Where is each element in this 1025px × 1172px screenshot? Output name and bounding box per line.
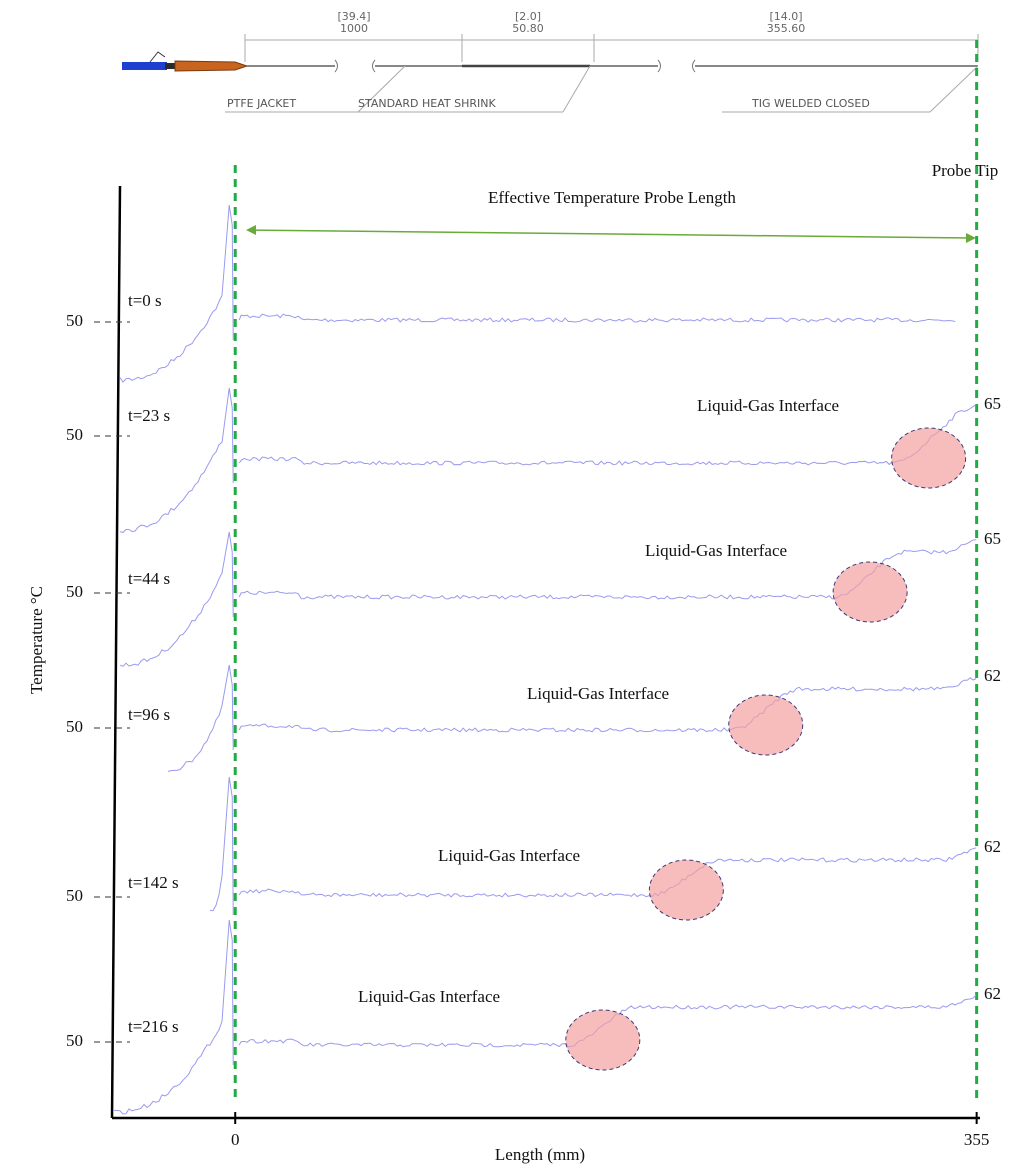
interface-label: Liquid-Gas Interface [358,987,500,1006]
y-axis [112,186,120,1118]
trace [120,205,955,382]
interface-marker [892,428,966,488]
y-tick-label: 50 [66,425,83,444]
part-label: TIG WELDED CLOSED [751,97,870,110]
interface-marker [566,1010,640,1070]
annotation: Effective Temperature Probe Length [488,188,736,207]
time-label: t=216 s [128,1017,179,1036]
y-tick-label: 50 [66,886,83,905]
probe-drawing: [39.4] 1000 [2.0] 50.80 [14.0] 355.60 PT… [122,10,978,112]
time-label: t=23 s [128,406,170,425]
end-value-label: 65 [984,394,1001,413]
figure: [39.4] 1000 [2.0] 50.80 [14.0] 355.60 PT… [0,0,1025,1167]
length-arrow [246,225,976,243]
interface-label: Liquid-Gas Interface [527,684,669,703]
x-tick-label: 0 [231,1130,240,1149]
dim-bottom: 50.80 [512,22,544,35]
time-label: t=142 s [128,873,179,892]
trace [168,665,976,772]
interface-marker [833,562,907,622]
x-axis-label: Length (mm) [495,1145,585,1164]
part-label: STANDARD HEAT SHRINK [358,97,496,110]
dim-bottom: 355.60 [767,22,806,35]
end-value-label: 62 [984,984,1001,1003]
time-label: t=44 s [128,569,170,588]
end-value-label: 65 [984,529,1001,548]
y-tick-label: 50 [66,311,83,330]
y-axis-label: Temperature °C [27,586,46,694]
y-tick-label: 50 [66,1031,83,1050]
dim-bottom: 1000 [340,22,368,35]
end-value-label: 62 [984,837,1001,856]
interface-label: Liquid-Gas Interface [645,541,787,560]
interface-marker [649,860,723,920]
x-tick-label: 355 [964,1130,990,1149]
end-value-label: 62 [984,666,1001,685]
probe-tip-label: Probe Tip [932,161,999,180]
trace [210,777,976,915]
interface-label: Liquid-Gas Interface [697,396,839,415]
part-label: PTFE JACKET [227,97,296,110]
trace [120,388,976,532]
interface-label: Liquid-Gas Interface [438,846,580,865]
time-label: t=0 s [128,291,162,310]
y-tick-label: 50 [66,717,83,736]
trace [114,920,976,1114]
time-label: t=96 s [128,705,170,724]
y-tick-label: 50 [66,582,83,601]
interface-marker [729,695,803,755]
